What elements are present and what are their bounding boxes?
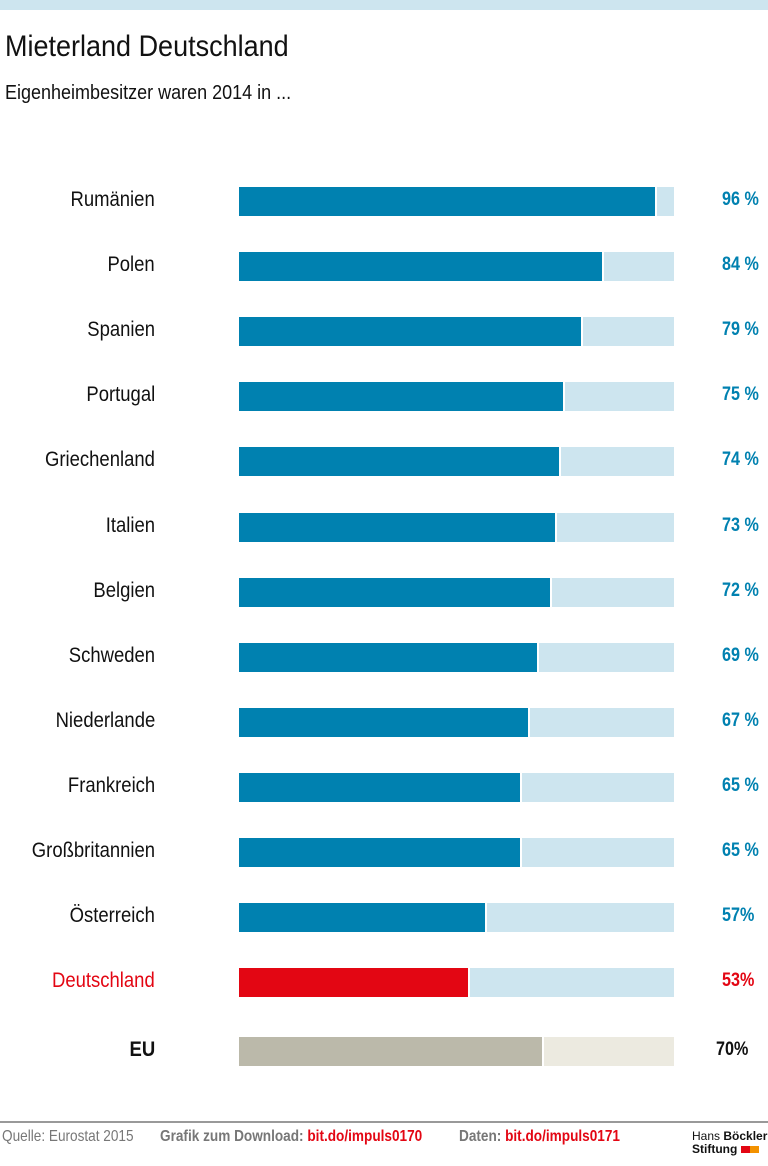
category-label: Schweden [68,643,155,667]
bar [239,317,583,347]
bar [239,903,487,933]
category-label: Griechenland [45,448,155,472]
data-link[interactable]: bit.do/impuls0171 [505,1128,620,1145]
category-label: Großbritannien [31,839,155,862]
category-label: Frankreich [67,773,155,797]
download-label: Grafik zum Download: [160,1128,304,1145]
bar [239,512,557,542]
bar [239,187,657,216]
value-label: 75 % [722,384,759,406]
value-label: 65 % [722,840,759,861]
value-label: 73 % [722,514,759,536]
value-label: 67 % [722,709,759,731]
chart-title: Mieterland Deutschland [5,30,289,63]
bar [239,642,540,672]
category-label: Rumänien [70,188,155,211]
bar-chart: Rumänien 96 % Polen 84 % Spanien 79 % Portugal… [31,187,759,1066]
bar [239,1037,544,1066]
bar [239,447,561,477]
category-label: Polen [107,253,155,277]
value-label: 65 % [722,774,759,796]
category-label: Österreich [69,904,155,928]
category-label: Deutschland [52,969,155,993]
chart-subtitle: Eigenheimbesitzer waren 2014 in ... [5,82,292,104]
value-label: 79 % [722,319,759,341]
value-label: 53% [722,970,755,992]
bar [239,707,531,737]
value-label: 96 % [722,189,759,210]
category-label: Niederlande [55,708,155,732]
bar [239,382,566,412]
value-label: 74 % [722,449,759,471]
category-label: Belgien [93,578,155,602]
source-text: Quelle: Eurostat 2015 [2,1128,134,1145]
category-label: Portugal [86,383,155,407]
data-info: Daten: bit.do/impuls0171 [459,1128,620,1146]
category-label: Italien [105,513,155,537]
download-info: Grafik zum Download: bit.do/impuls0170 [160,1128,422,1146]
bar [239,577,553,607]
hans-boeckler-logo: Hans Böckler Stiftung [692,1130,767,1156]
data-label: Daten: [459,1128,502,1145]
top-bar [0,0,768,10]
bar [239,968,470,998]
logo-text-stiftung: Stiftung [692,1142,738,1156]
value-label: 69 % [722,644,759,666]
category-label: EU [129,1038,155,1061]
value-label: 70% [716,1039,749,1060]
value-label: 57% [722,905,755,927]
category-label: Spanien [87,318,155,342]
logo-text-boeckler: Böckler [723,1129,768,1143]
bar [239,252,605,282]
download-link[interactable]: bit.do/impuls0170 [307,1128,423,1145]
value-label: 84 % [722,254,759,276]
bar [239,838,522,867]
footer-divider [0,1121,768,1123]
value-label: 72 % [722,579,759,601]
logo-text-hans: Hans [692,1129,721,1143]
bar [239,772,522,802]
